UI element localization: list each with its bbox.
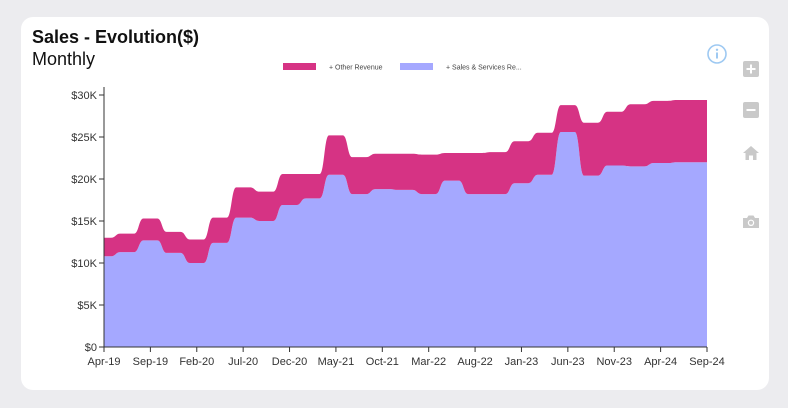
y-tick-label: $0 — [85, 342, 97, 354]
zoom-out-icon[interactable] — [741, 100, 761, 120]
y-tick-label: $20K — [71, 174, 97, 186]
x-tick-label: Mar-22 — [411, 356, 446, 368]
y-tick-label: $10K — [71, 258, 97, 270]
area-other-revenue[interactable] — [104, 100, 707, 263]
zoom-in-icon[interactable] — [741, 59, 761, 79]
x-tick-label: Dec-20 — [272, 356, 307, 368]
legend-item-other-revenue[interactable]: + Other Revenue — [283, 63, 383, 72]
x-tick-label: Sep-19 — [133, 356, 168, 368]
legend-swatch — [400, 63, 433, 70]
chart-subtitle: Monthly — [32, 49, 96, 69]
x-tick-label: Oct-21 — [366, 356, 399, 368]
y-tick-label: $5K — [77, 300, 97, 312]
sales-area-chart: $0 $5K $10K $15K $20K $25K $30K Apr-19 Sep-19 Fe… — [71, 63, 725, 368]
y-tick-label: $15K — [71, 216, 97, 228]
y-tick-label: $30K — [71, 90, 97, 102]
x-tick-label: Feb-20 — [179, 356, 214, 368]
x-tick-label: Sep-24 — [689, 356, 724, 368]
chart-title: Sales - Evolution($) — [32, 27, 200, 47]
y-axis: $0 $5K $10K $15K $20K $25K $30K — [71, 87, 105, 354]
x-tick-label: Jul-20 — [228, 356, 258, 368]
chart-card: Sales - Evolution($) Monthly $0 $5K $10K $1… — [21, 17, 769, 390]
x-tick-label: Nov-23 — [596, 356, 631, 368]
legend-swatch — [283, 63, 316, 70]
home-icon[interactable] — [741, 143, 761, 163]
x-tick-label: Apr-19 — [87, 356, 120, 368]
x-tick-label: Apr-24 — [644, 356, 677, 368]
x-tick-label: Jun-23 — [551, 356, 585, 368]
legend-label: + Other Revenue — [329, 65, 383, 72]
area-sales-services[interactable] — [104, 131, 707, 347]
legend[interactable]: + Other Revenue + Sales & Services Re... — [283, 63, 522, 72]
x-tick-label: May-21 — [318, 356, 355, 368]
camera-icon[interactable] — [741, 211, 761, 231]
legend-label: + Sales & Services Re... — [446, 65, 522, 72]
x-tick-label: Aug-22 — [457, 356, 492, 368]
y-tick-label: $25K — [71, 132, 97, 144]
legend-item-sales-services[interactable]: + Sales & Services Re... — [400, 63, 522, 72]
x-tick-label: Jan-23 — [505, 356, 539, 368]
x-axis: Apr-19 Sep-19 Feb-20 Jul-20 Dec-20 May-21 Oct-… — [87, 346, 725, 368]
info-icon[interactable] — [707, 44, 727, 64]
areas-group — [104, 100, 707, 347]
